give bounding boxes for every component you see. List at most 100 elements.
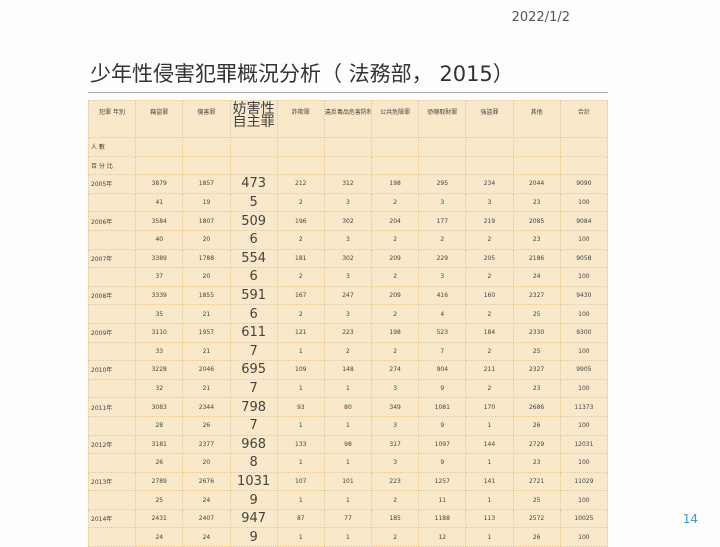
count-cell: 93 (276, 397, 325, 417)
count-cell: 2676 (182, 471, 231, 492)
count-cell: 167 (276, 285, 325, 306)
count-cell: 204 (371, 211, 420, 231)
percent-cell: 25 (512, 490, 561, 510)
empty-cell (87, 490, 137, 510)
percent-row: 37 20 6 2 3 2 3 2 24 100 (87, 267, 609, 287)
percent-cell: 20 (182, 229, 231, 250)
percent-row: 25 24 9 1 1 2 11 1 25 100 (87, 490, 609, 510)
percent-cell: 100 (559, 378, 609, 399)
count-cell: 98 (323, 434, 373, 455)
count-cell: 2377 (182, 434, 231, 455)
percent-cell: 1 (276, 527, 325, 547)
percent-cell: 26 (135, 453, 184, 473)
count-cell: 177 (418, 211, 467, 231)
percent-cell: 2 (276, 304, 325, 324)
percent-cell: 3 (371, 415, 420, 436)
percent-cell: 3 (418, 192, 467, 213)
header-cell: 公共危險罪 (371, 100, 420, 138)
count-row: 2009年 3110 1957 611 121 223 198 523 184 2330 9300 (87, 322, 609, 343)
count-cell: 121 (276, 322, 325, 343)
count-cell: 185 (371, 508, 420, 529)
percent-cell: 3 (323, 192, 373, 213)
count-cell: 170 (465, 397, 514, 417)
percent-cell: 12 (418, 527, 467, 547)
year-cell: 2012年 (87, 434, 137, 455)
percent-cell: 100 (559, 304, 609, 324)
percent-cell: 2 (465, 304, 514, 324)
percent-cell: 23 (512, 192, 561, 213)
percent-cell: 2 (276, 267, 325, 287)
empty-cell (87, 341, 137, 362)
percent-cell: 5 (229, 192, 278, 213)
date: 2022/1/2 (511, 10, 570, 25)
count-cell: 2044 (512, 174, 561, 194)
empty-cell (87, 192, 137, 213)
count-cell: 198 (371, 322, 420, 343)
empty-cell (418, 137, 467, 157)
header-cell: 其他 (512, 100, 561, 138)
empty-cell (135, 137, 184, 157)
year-cell: 2014年 (87, 508, 137, 529)
year-cell: 2009年 (87, 322, 137, 343)
percent-cell: 1 (276, 453, 325, 473)
count-cell: 312 (323, 174, 373, 194)
count-cell: 904 (418, 360, 467, 380)
count-row: 2008年 3339 1855 591 167 247 209 416 160 2327 9430 (87, 285, 609, 306)
count-cell: 87 (276, 508, 325, 529)
count-cell: 349 (371, 397, 420, 417)
percent-cell: 3 (323, 304, 373, 324)
percent-cell: 1 (323, 527, 373, 547)
percent-cell: 3 (371, 378, 420, 399)
percent-cell: 100 (559, 229, 609, 250)
count-cell: 1857 (182, 174, 231, 194)
count-cell: 141 (465, 471, 514, 492)
count-cell: 205 (465, 248, 514, 269)
count-cell: 3083 (135, 397, 184, 417)
percent-cell: 24 (135, 527, 184, 547)
count-row: 2013年 2789 2676 1031 107 101 223 1257 141 2721 110… (87, 471, 609, 492)
count-cell: 1257 (418, 471, 467, 492)
percent-cell: 21 (182, 304, 231, 324)
count-cell: 211 (465, 360, 514, 380)
percent-row: 35 21 6 2 3 2 4 2 25 100 (87, 304, 609, 324)
count-cell: 2046 (182, 360, 231, 380)
percent-cell: 9 (418, 453, 467, 473)
percent-cell: 26 (182, 415, 231, 436)
percent-cell: 3 (418, 267, 467, 287)
title-rule (88, 92, 608, 93)
count-cell: 2572 (512, 508, 561, 529)
count-cell: 223 (371, 471, 420, 492)
count-cell: 2186 (512, 248, 561, 269)
count-row: 2006年 3584 1807 509 196 302 204 177 219 2085 9084 (87, 211, 609, 231)
count-row: 2007年 3389 1788 554 181 302 209 229 205 2186 9058 (87, 248, 609, 269)
empty-cell (418, 155, 467, 176)
count-cell: 101 (323, 471, 373, 492)
count-cell: 9905 (559, 360, 609, 380)
count-cell: 1097 (418, 434, 467, 455)
count-cell: 184 (465, 322, 514, 343)
count-cell: 2330 (512, 322, 561, 343)
percent-row: 32 21 7 1 1 3 9 2 23 100 (87, 378, 609, 399)
header-cell: 妨害性自主罪 (229, 100, 278, 138)
percent-cell: 7 (229, 378, 278, 399)
percent-cell: 3 (323, 267, 373, 287)
count-cell: 219 (465, 211, 514, 231)
count-cell: 695 (229, 360, 278, 380)
percent-cell: 7 (229, 341, 278, 362)
header-cell: 強盜罪 (465, 100, 514, 138)
header-cell: 詐欺罪 (276, 100, 325, 138)
percent-cell: 25 (512, 304, 561, 324)
count-cell: 3389 (135, 248, 184, 269)
count-cell: 3110 (135, 322, 184, 343)
percent-cell: 2 (371, 304, 420, 324)
count-cell: 2407 (182, 508, 231, 529)
count-cell: 274 (371, 360, 420, 380)
percent-row: 40 20 6 2 3 2 2 2 23 100 (87, 229, 609, 250)
count-cell: 212 (276, 174, 325, 194)
percent-row: 24 24 9 1 1 2 12 1 26 100 (87, 527, 609, 547)
empty-cell (512, 155, 561, 176)
count-cell: 109 (276, 360, 325, 380)
percent-cell: 21 (182, 378, 231, 399)
empty-cell (87, 304, 137, 324)
count-cell: 10025 (559, 508, 609, 529)
